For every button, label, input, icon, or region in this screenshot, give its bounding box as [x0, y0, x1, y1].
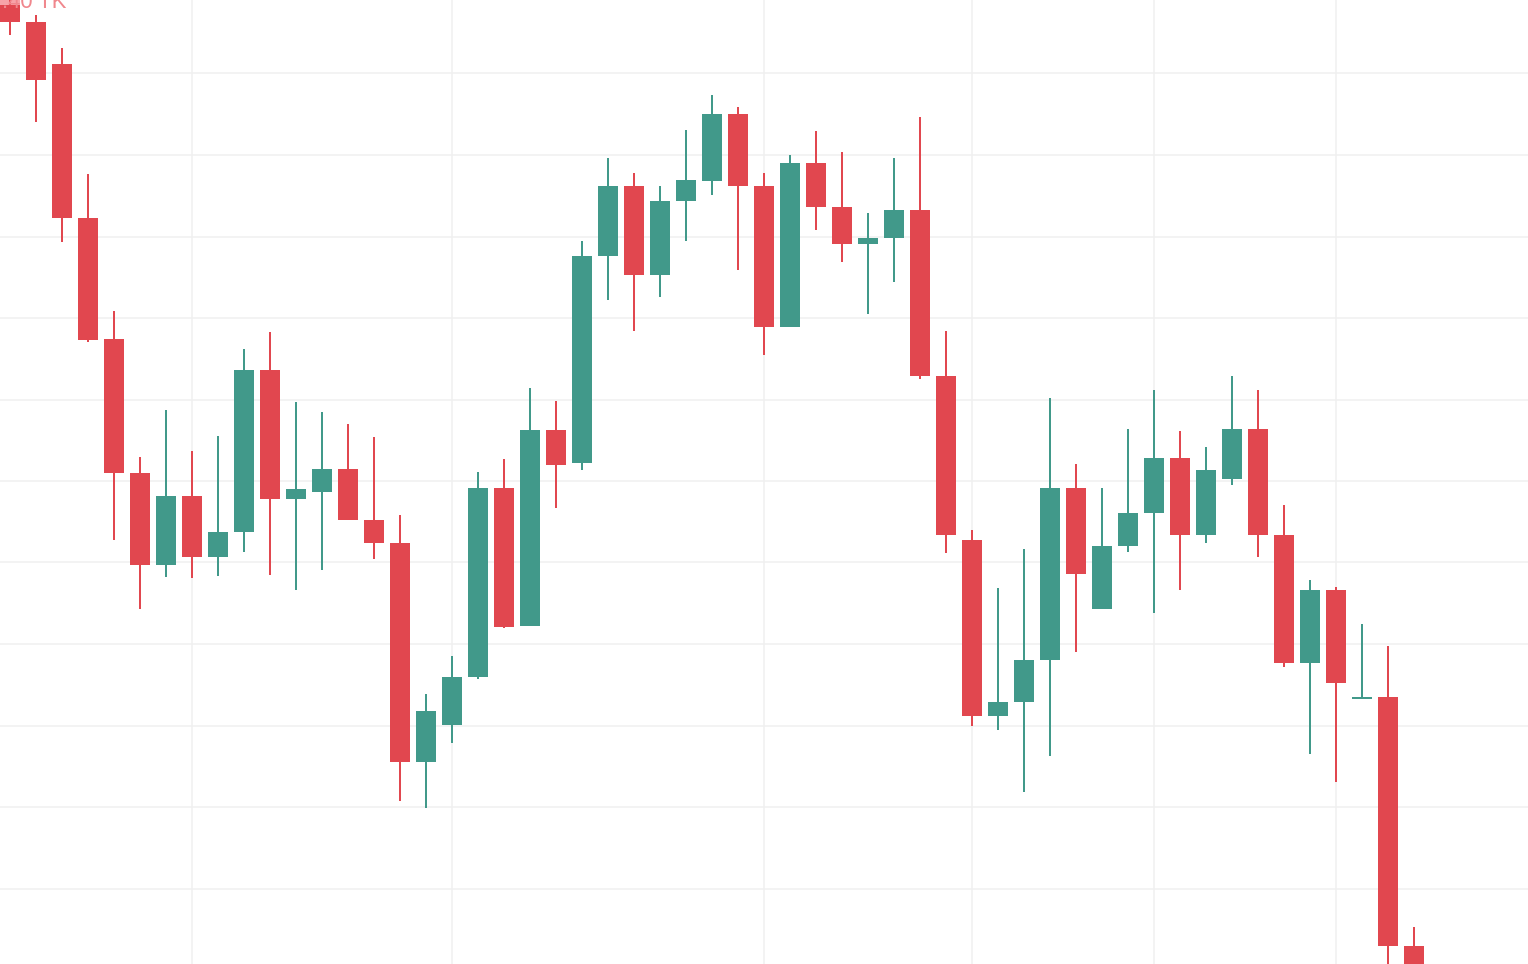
candle-body	[208, 532, 228, 557]
candle-body	[442, 677, 462, 725]
candle-body	[78, 218, 98, 340]
candle-body	[754, 186, 774, 327]
candle-body	[962, 540, 982, 716]
candle-body	[1196, 470, 1216, 535]
candle-body	[676, 180, 696, 201]
candle-body	[728, 114, 748, 186]
candle-body	[624, 186, 644, 275]
candle-body	[468, 488, 488, 677]
candle-body	[286, 489, 306, 499]
candle-body	[572, 256, 592, 463]
candle-body	[520, 430, 540, 626]
candle-body	[0, 5, 20, 22]
candle-body	[1378, 697, 1398, 946]
candle-body	[1144, 458, 1164, 513]
candle-body	[234, 370, 254, 532]
candle-body	[390, 543, 410, 762]
candle-body	[1222, 429, 1242, 479]
candle-body	[1170, 458, 1190, 535]
candle-body	[702, 114, 722, 181]
candle-body	[650, 201, 670, 275]
candle-body	[858, 238, 878, 244]
candle-body	[364, 520, 384, 543]
candle-body	[1040, 488, 1060, 660]
candle-body	[1092, 546, 1112, 609]
candle-body	[104, 339, 124, 473]
candle-body	[910, 210, 930, 376]
candle-body	[598, 186, 618, 256]
candle-body	[936, 376, 956, 535]
candle-body	[156, 496, 176, 565]
candle-body	[1274, 535, 1294, 663]
candle-body	[312, 469, 332, 492]
candle-body	[884, 210, 904, 238]
candle-body	[1326, 590, 1346, 683]
candle-body	[260, 370, 280, 499]
candle-body	[1248, 429, 1268, 535]
candle-body	[1118, 513, 1138, 546]
candle-body	[52, 64, 72, 218]
candle-body	[416, 711, 436, 762]
price-label: .40 TK	[2, 0, 67, 13]
candle-body	[338, 469, 358, 520]
candle-body	[806, 163, 826, 207]
candle-body	[130, 473, 150, 565]
candle-body	[546, 430, 566, 465]
candle-body	[1300, 590, 1320, 663]
candle-body	[26, 22, 46, 80]
candle-body	[832, 207, 852, 244]
candle-body	[1352, 697, 1372, 699]
candle-body	[1066, 488, 1086, 574]
candle-body	[988, 702, 1008, 716]
candle-body	[1014, 660, 1034, 702]
candle-body	[182, 496, 202, 557]
candle-body	[780, 163, 800, 327]
candle-body	[1404, 946, 1424, 964]
candle-body	[494, 488, 514, 627]
